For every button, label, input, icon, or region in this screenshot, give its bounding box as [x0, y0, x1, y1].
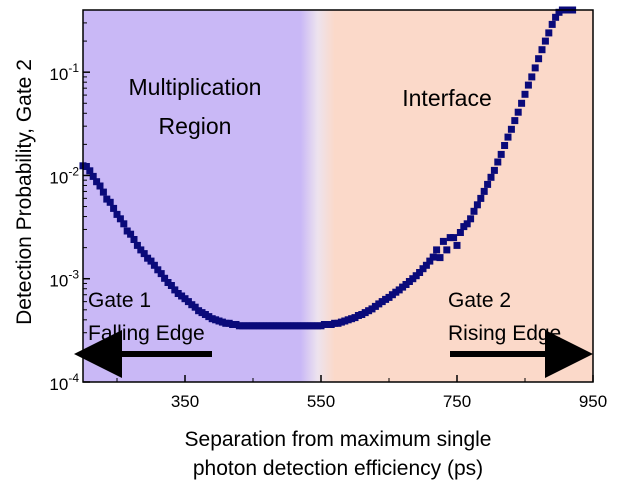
data-point: [89, 172, 97, 180]
data-point: [127, 230, 135, 238]
data-point: [167, 282, 175, 289]
data-point: [171, 286, 179, 294]
data-point: [99, 188, 107, 196]
x-axis-ticks: 350 550 750 950: [116, 375, 607, 411]
data-point: [161, 274, 169, 282]
data-point: [120, 220, 128, 228]
annotation-gate2-line2: Rising Edge: [448, 322, 561, 345]
data-point: [439, 237, 447, 245]
data-point: [480, 187, 488, 195]
data-point: [497, 150, 505, 158]
data-point: [538, 46, 546, 54]
data-point: [524, 81, 532, 89]
data-point: [521, 90, 529, 98]
y-axis-label: Detection Probability, Gate 2: [13, 59, 36, 325]
data-point: [416, 269, 424, 276]
data-point: [443, 246, 451, 254]
data-point: [133, 241, 141, 249]
data-point: [463, 220, 471, 228]
data-point: [531, 64, 539, 72]
data-point: [501, 142, 509, 149]
data-point: [535, 55, 543, 63]
data-point: [106, 198, 114, 206]
data-point: [528, 73, 536, 81]
annotation-gate1-line2: Falling Edge: [88, 322, 205, 345]
x-tick-label: 350: [171, 392, 199, 411]
data-point: [436, 254, 444, 262]
data-point: [473, 201, 481, 209]
data-point: [96, 182, 104, 190]
data-point: [147, 257, 155, 265]
x-axis-label-line1: Separation from maximum single: [185, 428, 492, 451]
y-axis-ticks: 10-4 10-3 10-2 10-1: [49, 9, 90, 394]
data-point: [422, 261, 430, 269]
data-point: [113, 210, 121, 218]
data-point: [541, 37, 549, 45]
data-point: [154, 266, 162, 274]
data-point: [494, 158, 502, 166]
data-point: [82, 163, 90, 170]
data-point: [490, 166, 498, 174]
region-label-interface: Interface: [402, 85, 492, 111]
data-point: [157, 270, 165, 278]
data-point: [487, 173, 495, 181]
y-tick-label: 10-4: [49, 371, 79, 394]
data-point: [504, 133, 512, 141]
data-point: [93, 178, 101, 186]
data-point: [130, 236, 138, 243]
data-point: [470, 207, 478, 215]
data-point: [140, 250, 148, 258]
region-label-multiplication-line1: Multiplication: [129, 74, 262, 100]
data-point: [150, 261, 158, 269]
annotation-gate1-line1: Gate 1: [88, 289, 151, 312]
data-point: [116, 215, 124, 223]
y-tick-label: 10-2: [49, 164, 79, 187]
data-point: [545, 29, 553, 37]
y-tick-label: 10-1: [49, 61, 79, 84]
region-label-multiplication-line2: Region: [159, 113, 232, 139]
x-tick-label: 550: [307, 392, 335, 411]
data-point: [518, 99, 526, 107]
data-point: [433, 246, 441, 254]
data-point: [86, 167, 94, 175]
y-tick-label: 10-3: [49, 268, 79, 291]
data-point: [511, 117, 519, 125]
plot-frame: [82, 9, 594, 383]
data-point: [484, 180, 492, 188]
data-point: [456, 229, 464, 236]
data-point: [453, 241, 461, 249]
data-point: [548, 20, 556, 28]
data-point: [450, 234, 458, 242]
data-point: [477, 194, 485, 202]
data-point: [137, 246, 145, 254]
data-points: [79, 6, 577, 330]
annotation-gate2-line1: Gate 2: [448, 289, 511, 312]
data-point: [467, 215, 475, 223]
data-point: [110, 204, 118, 212]
data-point: [429, 253, 437, 261]
data-point: [507, 125, 515, 133]
data-point: [426, 257, 434, 265]
data-point: [552, 13, 560, 21]
data-point: [514, 108, 522, 116]
x-axis-label-line2: photon detection efficiency (ps): [193, 457, 483, 480]
x-tick-label: 750: [443, 392, 471, 411]
x-tick-label: 950: [579, 392, 607, 411]
